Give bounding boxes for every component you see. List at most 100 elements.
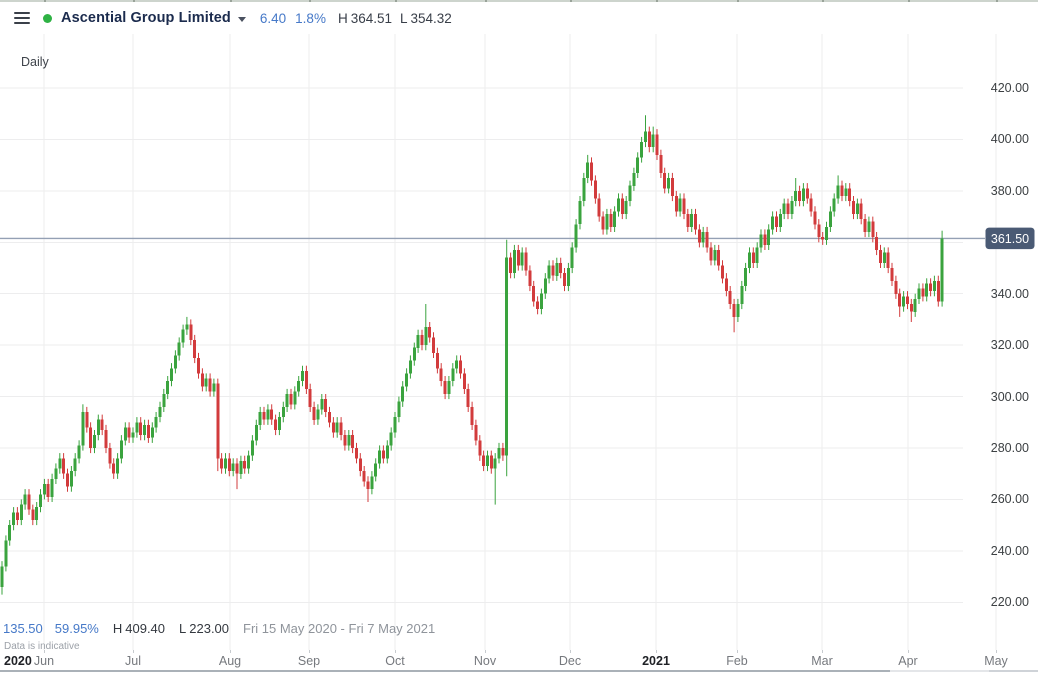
candle-body [898,293,902,307]
candle-body [393,417,397,433]
candle-body [925,283,929,297]
candle-body [96,419,100,436]
candle-body [154,417,158,428]
candle-body [582,178,586,202]
candle-body [31,509,35,520]
candle-body [297,381,301,392]
top-edge-tick [44,0,46,2]
candle-body [932,280,936,292]
candle-body [686,214,690,227]
candle-body [208,378,212,392]
candle-body [447,381,451,394]
current-price-badge [985,227,1035,250]
candle-body [863,219,867,232]
candle-body [358,458,362,472]
candle-body [894,280,898,294]
candle-body [624,201,628,214]
scrollbar-thumb[interactable] [0,670,890,672]
chart-scrollbar[interactable] [0,670,1038,673]
candle-body [563,273,566,286]
x-axis-label: Jun [33,654,55,668]
chevron-down-icon[interactable] [237,17,246,22]
day-high: H 364.51 [337,10,392,26]
candle-body [212,383,216,392]
candle-body [836,185,840,199]
candle-body [906,296,909,304]
candle-body [902,296,906,307]
candle-body [705,232,709,248]
x-axis-tick [996,650,997,653]
candle-body [119,440,123,459]
candle-body [578,201,582,225]
candle-body [42,484,46,495]
candle-body [636,157,640,173]
chart-plot-area[interactable]: 361.50 Daily 420.00 400.00 380.00 340.00 320… [0,34,1038,652]
x-axis-tick [309,650,310,653]
candle-body [8,525,12,541]
candle-body [173,355,177,369]
candle-body [647,131,651,148]
candle-body [882,252,886,263]
candle-body [15,512,19,520]
candle-body [289,394,293,405]
candle-body [224,458,227,469]
candle-body [200,373,204,387]
candle-body [921,288,925,297]
candle-body [416,334,420,348]
candle-body [782,203,786,214]
candle-body [123,427,127,441]
candle-body [247,455,251,469]
candle-body [505,257,509,456]
candle-body [740,286,744,304]
candle-body [886,252,890,268]
candle-body [855,203,859,214]
candle-body [401,386,405,402]
candle-body [524,252,528,271]
menu-icon[interactable] [14,12,30,24]
candle-body [439,368,443,382]
candlestick-chart-canvas[interactable]: 361.50 [0,34,1038,650]
candle-body [62,458,66,474]
candle-body [301,370,304,382]
candle-body [651,134,655,148]
candle-body [751,252,755,263]
current-price-label: 361.50 [991,232,1029,246]
candle-body [328,412,331,423]
candle-body [890,268,894,281]
candle-body [385,445,389,459]
candle-body [162,394,166,407]
candle-body [339,422,343,436]
candle-body [640,142,644,158]
candle-body [848,188,852,202]
candle-body [474,424,478,441]
x-axis-tick [908,650,909,653]
candle-body [347,435,351,446]
candle-body [459,360,462,374]
top-edge-tick [485,0,487,2]
candle-body [12,512,16,526]
candle-body [85,412,89,428]
candle-body [455,360,459,369]
candle-body [709,247,713,261]
x-axis-label: Dec [558,654,582,668]
x-axis: 2020 Jun Jul Aug Sep Oct Nov Dec 2021 Feb Mar Apr Ma… [0,650,1038,670]
candle-body [116,458,120,474]
x-axis-label: May [984,654,1008,668]
day-change-value: 6.40 [259,10,287,26]
candle-body [936,280,940,302]
chart-header: Ascential Group Limited 6.40 1.8% H 364.5… [0,2,1038,35]
candle-body [489,455,493,469]
candle-body [867,221,871,232]
date-range: Fri 15 May 2020 - Fri 7 May 2021 [243,621,436,636]
candle-body [694,214,697,230]
candle-body [4,540,8,567]
candle-body [721,265,724,279]
candle-body [304,370,308,389]
candle-body [801,188,805,202]
x-axis-tick [822,650,823,653]
candle-body [143,424,147,436]
candle-body [586,162,590,178]
instrument-title[interactable]: Ascential Group Limited [61,10,231,26]
candle-body [717,250,721,266]
x-axis-label: Apr [898,654,918,668]
